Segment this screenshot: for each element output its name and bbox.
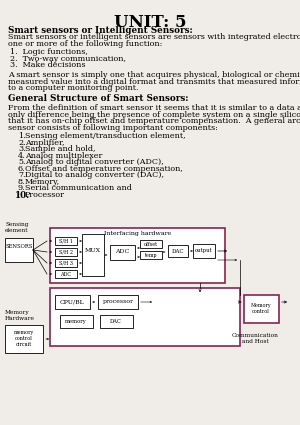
Bar [168,245,188,257]
Bar [55,237,77,245]
Text: 8.: 8. [18,178,26,185]
Bar [60,315,93,328]
Text: memory: memory [65,319,87,324]
Text: 7.: 7. [18,171,26,179]
Text: Amplifier,: Amplifier, [25,139,64,147]
Text: 3.  Make decisions: 3. Make decisions [10,61,86,69]
Text: DAC: DAC [172,249,184,254]
Text: DAC: DAC [110,319,122,324]
Text: Smart sensors or intelligent sensors are sensors with integrated electronics tha: Smart sensors or intelligent sensors are… [8,33,300,41]
Text: Processor: Processor [25,190,65,198]
Bar [55,270,77,278]
Text: memory
control
circuit: memory control circuit [14,330,34,347]
Bar [5,238,33,262]
Text: S/H 1: S/H 1 [59,238,73,244]
Bar [100,315,133,328]
Text: 6.: 6. [18,164,26,173]
Text: Offset and temperature compensation,: Offset and temperature compensation, [25,164,183,173]
Text: temp: temp [145,253,157,258]
Text: Memory,: Memory, [25,178,60,185]
Text: MUX: MUX [85,248,101,253]
Text: Digital to analog converter (DAC),: Digital to analog converter (DAC), [25,171,164,179]
Text: Memory
control: Memory control [251,303,271,314]
Bar [244,295,279,323]
Bar [140,251,162,259]
Text: Memory
Hardware: Memory Hardware [5,310,35,321]
Text: offset: offset [144,242,158,247]
Text: ADC: ADC [115,249,129,254]
Text: SENSORS: SENSORS [5,244,33,249]
Text: General Structure of Smart Sensors:: General Structure of Smart Sensors: [8,94,188,103]
Text: Analog multiplexer: Analog multiplexer [25,151,102,159]
Text: S/H 3: S/H 3 [59,261,73,266]
Text: 3.: 3. [18,145,26,153]
Bar [55,259,77,267]
Text: Analog to digital converter (ADC),: Analog to digital converter (ADC), [25,158,164,166]
Text: Smart sensors or Intelligent Sensors:: Smart sensors or Intelligent Sensors: [8,26,193,35]
Text: only difference being the presence of complete system on a single silicon chip. : only difference being the presence of co… [8,110,300,119]
Text: 10.: 10. [15,190,30,199]
Text: Sensing
element: Sensing element [5,222,28,233]
Text: processor: processor [103,299,134,304]
Text: A smart sensor is simply one that acquires physical, biological or chemical inpu: A smart sensor is simply one that acquir… [8,71,300,79]
Bar [55,248,77,256]
Text: CPU/BL: CPU/BL [60,299,84,304]
Text: ADC: ADC [61,272,71,277]
Text: 5.: 5. [18,158,26,166]
Bar [98,295,138,309]
Text: measured value into a digital format and transmits that measured information via: measured value into a digital format and… [8,77,300,85]
Bar [50,228,225,283]
Text: 4.: 4. [18,151,26,159]
Text: S/H 2: S/H 2 [59,249,73,255]
Text: 2.  Two-way communication,: 2. Two-way communication, [10,54,126,62]
Text: 1.  Logic functions,: 1. Logic functions, [10,48,88,56]
Text: UNIT: 5: UNIT: 5 [114,14,186,31]
Text: output: output [195,248,213,253]
Text: Interfacing hardware: Interfacing hardware [104,231,172,236]
Text: 9.: 9. [18,184,26,192]
Bar [110,245,135,260]
Text: From the definition of smart sensor it seems that it is similar to a data acquis: From the definition of smart sensor it s… [8,104,300,112]
Bar [193,244,215,258]
Bar [50,288,240,346]
Text: Communication
and Host: Communication and Host [232,333,278,344]
Text: that it has on-chip offset and temperature compensation.  A general architecture: that it has on-chip offset and temperatu… [8,117,300,125]
Text: one or more of the following function:: one or more of the following function: [8,40,162,48]
Text: Sensing element/transduction element,: Sensing element/transduction element, [25,132,186,140]
Bar [82,234,104,276]
Bar [140,240,162,248]
Text: to a computer monitoring point.: to a computer monitoring point. [8,84,139,92]
Text: 1.: 1. [18,132,26,140]
Text: Serial communication and: Serial communication and [25,184,132,192]
Bar [5,325,43,353]
Text: Sample and hold,: Sample and hold, [25,145,95,153]
Text: sensor consists of following important components:: sensor consists of following important c… [8,124,218,131]
Text: 2.: 2. [18,139,26,147]
Bar [55,295,90,309]
